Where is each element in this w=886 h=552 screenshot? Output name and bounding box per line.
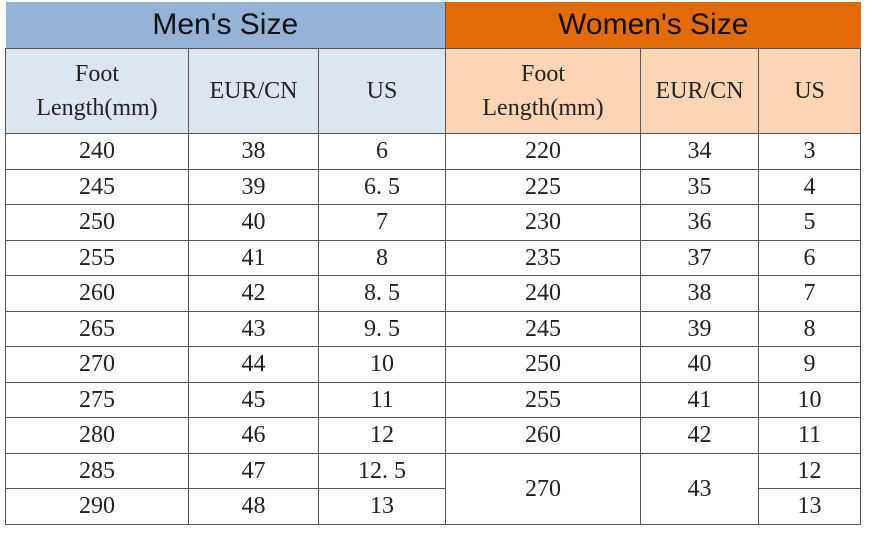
women-foot-length-cell: 225 xyxy=(445,168,642,205)
men-us-cell: 10 xyxy=(317,346,447,383)
women-us-cell: 11 xyxy=(758,417,862,454)
table-row: 255 41 8 235 37 6 xyxy=(5,239,862,276)
men-foot-length-cell: 260 xyxy=(5,275,189,312)
men-foot-length-cell: 250 xyxy=(5,204,189,241)
men-eur-cell: 47 xyxy=(188,452,319,489)
men-foot-length-cell: 290 xyxy=(5,488,189,525)
men-us-cell: 8 xyxy=(317,239,447,276)
men-us-cell: 6. 5 xyxy=(317,168,447,205)
women-us-cell: 9 xyxy=(758,346,862,383)
men-us-cell: 12. 5 xyxy=(317,452,447,489)
men-foot-length-cell: 265 xyxy=(5,310,189,347)
table-row: 265 43 9. 5 245 39 8 xyxy=(5,310,862,347)
women-foot-length-cell: 230 xyxy=(445,204,642,241)
men-us-cell: 7 xyxy=(317,204,447,241)
table-row: 275 45 11 255 41 10 xyxy=(5,381,862,418)
men-eur-header: EUR/CN xyxy=(188,48,319,134)
women-us-cell: 12 xyxy=(758,452,862,489)
women-eur-cell: 40 xyxy=(640,346,760,383)
men-eur-cell: 42 xyxy=(188,275,319,312)
women-us-cell: 10 xyxy=(758,381,862,418)
men-us-cell: 12 xyxy=(317,417,447,454)
women-foot-length-cell: 255 xyxy=(445,381,642,418)
women-eur-cell: 35 xyxy=(640,168,760,205)
women-foot-length-cell: 260 xyxy=(445,417,642,454)
men-eur-cell: 41 xyxy=(188,239,319,276)
men-foot-length-cell: 280 xyxy=(5,417,189,454)
table-row: 260 42 8. 5 240 38 7 xyxy=(5,275,862,312)
women-eur-cell: 42 xyxy=(640,417,760,454)
table-row: 240 38 6 220 34 3 xyxy=(5,133,862,170)
men-eur-cell: 40 xyxy=(188,204,319,241)
men-eur-cell: 43 xyxy=(188,310,319,347)
men-us-cell: 9. 5 xyxy=(317,310,447,347)
women-us-cell: 7 xyxy=(758,275,862,312)
table-row: 245 39 6. 5 225 35 4 xyxy=(5,168,862,205)
table-row: 270 44 10 250 40 9 xyxy=(5,346,862,383)
men-foot-length-cell: 240 xyxy=(5,133,189,170)
men-foot-length-cell: 255 xyxy=(5,239,189,276)
women-foot-length-cell: 235 xyxy=(445,239,642,276)
women-foot-length-cell: 270 xyxy=(445,452,642,525)
men-foot-length-cell: 275 xyxy=(5,381,189,418)
womens-size-title: Women's Size xyxy=(445,2,861,49)
men-us-header: US xyxy=(317,48,447,134)
women-eur-cell: 43 xyxy=(640,452,760,525)
men-eur-cell: 39 xyxy=(188,168,319,205)
women-foot-length-header: Foot Length(mm) xyxy=(445,48,642,134)
table-row: 285 47 12. 5 270 43 12 xyxy=(5,452,862,525)
men-eur-cell: 46 xyxy=(188,417,319,454)
mens-size-title: Men's Size xyxy=(5,2,447,49)
women-eur-cell: 34 xyxy=(640,133,760,170)
men-us-cell: 8. 5 xyxy=(317,275,447,312)
men-foot-length-cell: 270 xyxy=(5,346,189,383)
women-us-cell: 4 xyxy=(758,168,862,205)
women-us-cell: 3 xyxy=(758,133,862,170)
women-foot-length-cell: 250 xyxy=(445,346,642,383)
size-chart-table: Men's Size Women's Size Foot Length(mm) E… xyxy=(5,2,862,525)
women-foot-length-cell: 220 xyxy=(445,133,642,170)
men-eur-cell: 48 xyxy=(188,488,319,525)
women-us-cell: 6 xyxy=(758,239,862,276)
men-us-cell: 11 xyxy=(317,381,447,418)
men-eur-cell: 45 xyxy=(188,381,319,418)
men-foot-length-cell: 285 xyxy=(5,452,189,489)
women-eur-cell: 39 xyxy=(640,310,760,347)
women-us-header: US xyxy=(758,48,862,134)
table-row: 290 48 13 13 xyxy=(5,488,862,525)
women-eur-header: EUR/CN xyxy=(640,48,760,134)
women-foot-length-cell: 240 xyxy=(445,275,642,312)
table-row: 250 40 7 230 36 5 xyxy=(5,204,862,241)
men-eur-cell: 38 xyxy=(188,133,319,170)
women-eur-cell: 41 xyxy=(640,381,760,418)
men-us-cell: 13 xyxy=(317,488,447,525)
women-us-cell: 13 xyxy=(758,488,862,525)
women-foot-length-cell: 245 xyxy=(445,310,642,347)
women-us-cell: 8 xyxy=(758,310,862,347)
men-foot-length-cell: 245 xyxy=(5,168,189,205)
men-us-cell: 6 xyxy=(317,133,447,170)
women-eur-cell: 37 xyxy=(640,239,760,276)
table-row: 280 46 12 260 42 11 xyxy=(5,417,862,454)
women-eur-cell: 36 xyxy=(640,204,760,241)
men-eur-cell: 44 xyxy=(188,346,319,383)
women-us-cell: 5 xyxy=(758,204,862,241)
men-foot-length-header: Foot Length(mm) xyxy=(5,48,189,134)
women-eur-cell: 38 xyxy=(640,275,760,312)
